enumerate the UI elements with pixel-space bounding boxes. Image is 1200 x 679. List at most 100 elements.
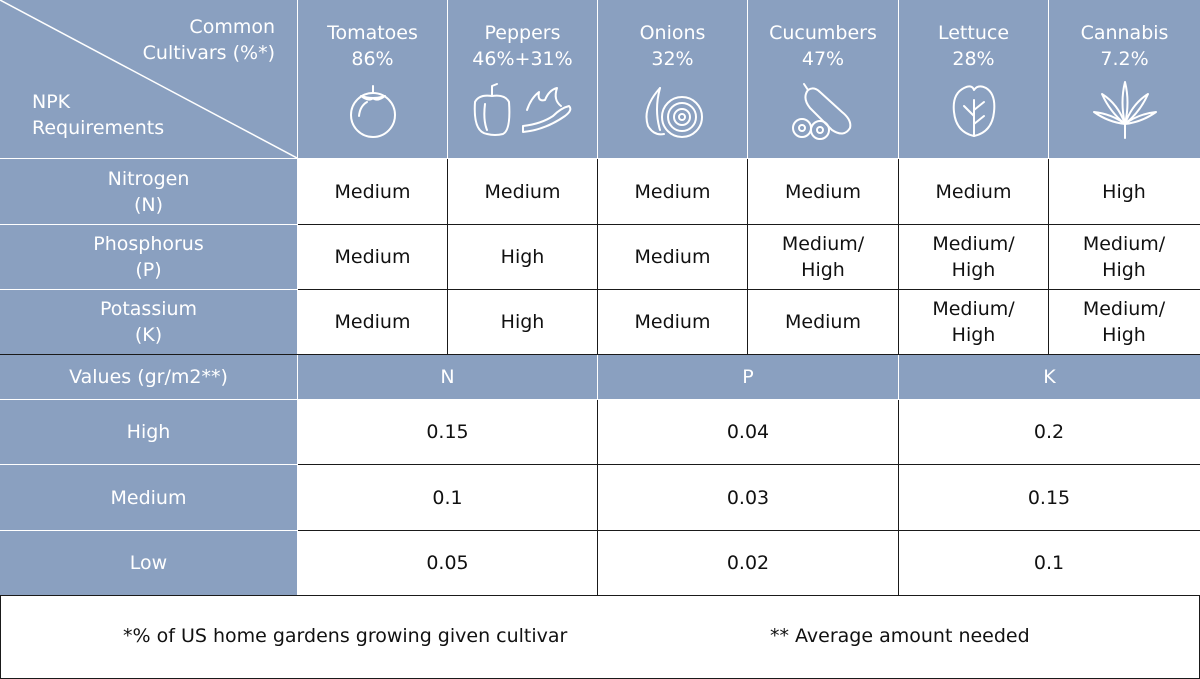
value-number: 0.15	[426, 421, 469, 443]
value-cell: 0.04	[598, 400, 898, 464]
value-cell: 0.05	[298, 531, 597, 595]
value-cell: 0.02	[598, 531, 898, 595]
level-label: High	[126, 421, 171, 443]
values-unit-label: Values (gr/m2**)	[69, 366, 228, 388]
requirement-level: Medium/	[1082, 298, 1166, 320]
values-header-n: N	[298, 355, 597, 399]
requirement-cell: Medium	[298, 290, 447, 354]
footnote-survey-text: *% of US home gardens growing given cult…	[123, 625, 568, 647]
value-cell: 0.2	[899, 400, 1199, 464]
row-label-nitrogen: Nitrogen (N)	[0, 159, 297, 224]
requirement-level: Medium	[484, 180, 561, 203]
value-cell: 0.15	[899, 465, 1199, 530]
corner-diagonal	[0, 0, 297, 158]
crop-percent: 46%+31%	[472, 48, 573, 70]
values-col-k: K	[1043, 366, 1056, 388]
requirement-cell: Medium	[899, 159, 1048, 224]
value-cell: 0.15	[298, 400, 597, 464]
crop-percent: 7.2%	[1100, 48, 1149, 70]
footnote-average-text: ** Average amount needed	[770, 625, 1030, 647]
values-row-label-medium: Medium	[0, 465, 297, 530]
value-number: 0.1	[432, 486, 463, 509]
grid-line-horizontal	[298, 464, 1200, 465]
value-cell: 0.03	[598, 465, 898, 530]
crop-header-lettuce: Lettuce 28%	[899, 0, 1048, 158]
values-row-label-high: High	[0, 400, 297, 464]
lettuce-icon	[944, 80, 1004, 147]
grid-line-horizontal	[0, 595, 1200, 596]
crop-header-peppers: Peppers 46%+31%	[448, 0, 597, 158]
value-number: 0.02	[726, 552, 770, 574]
requirement-cell: High	[1049, 159, 1199, 224]
requirement-cell: Medium	[598, 159, 747, 224]
nutrient-symbol: (K)	[134, 324, 163, 346]
requirement-level: Medium/	[1082, 233, 1166, 255]
grid-line-vertical	[597, 159, 598, 355]
requirement-cell: High	[448, 225, 597, 289]
crop-header-onions: Onions 32%	[598, 0, 747, 158]
grid-line-vertical	[898, 400, 899, 596]
requirement-cell: Medium	[598, 225, 747, 289]
requirement-level: Medium	[334, 246, 411, 268]
value-number: 0.1	[1033, 552, 1065, 574]
footnote-average: ** Average amount needed	[770, 625, 1030, 647]
crop-percent: 86%	[351, 48, 394, 70]
value-number: 0.04	[726, 421, 770, 443]
value-number: 0.15	[1027, 486, 1071, 509]
requirement-cell: Medium	[298, 225, 447, 289]
level-label: Low	[129, 552, 168, 574]
values-header-p: P	[598, 355, 898, 399]
nutrient-name: Potassium	[99, 298, 198, 320]
level-label: Medium	[110, 486, 187, 509]
requirement-cell: Medium/High	[899, 290, 1048, 354]
crop-header-cucumbers: Cucumbers 47%	[748, 0, 898, 158]
requirement-level: Medium/	[932, 233, 1015, 255]
values-header-label: Values (gr/m2**)	[0, 355, 297, 399]
requirement-level: High	[500, 311, 545, 333]
values-header-k: K	[899, 355, 1200, 399]
requirement-cell: Medium	[598, 290, 747, 354]
value-number: 0.05	[426, 552, 469, 574]
crop-name: Tomatoes	[327, 22, 418, 44]
crop-name: Peppers	[484, 22, 561, 44]
value-number: 0.2	[1033, 421, 1065, 443]
requirement-level: High	[801, 259, 845, 281]
crop-header-tomatoes: Tomatoes 86%	[298, 0, 447, 158]
crop-name: Onions	[639, 22, 706, 44]
corner-header: Common Cultivars (%*) NPK Requirements	[0, 0, 297, 158]
value-cell: 0.1	[899, 531, 1199, 595]
nutrient-symbol: (P)	[135, 259, 162, 281]
grid-line-vertical	[1048, 159, 1049, 355]
peppers-icon	[465, 80, 581, 147]
requirement-level: Medium	[334, 311, 411, 333]
crop-percent: 32%	[651, 48, 694, 70]
value-number: 0.03	[726, 486, 770, 509]
grid-line-horizontal	[0, 354, 1200, 355]
crop-percent: 47%	[801, 48, 845, 70]
requirement-level: High	[500, 246, 545, 268]
requirement-level: Medium	[634, 311, 711, 333]
corner-top-line2: Cultivars (%*)	[142, 42, 275, 64]
requirement-cell: Medium	[448, 159, 597, 224]
cannabis-leaf-icon	[1090, 80, 1160, 147]
requirement-level: High	[1102, 324, 1146, 346]
corner-bottom-label: NPK Requirements	[32, 89, 164, 141]
values-col-p: P	[742, 366, 754, 388]
requirement-level: Medium/	[781, 233, 865, 255]
requirement-cell: Medium	[298, 159, 447, 224]
grid-line-horizontal	[298, 289, 1200, 290]
row-label-potassium: Potassium (K)	[0, 290, 297, 354]
footnote-survey: *% of US home gardens growing given cult…	[123, 625, 567, 647]
nutrient-name: Nitrogen	[107, 167, 190, 190]
requirement-level: Medium	[785, 311, 861, 333]
requirement-level: Medium	[634, 246, 711, 268]
requirement-cell: Medium	[748, 159, 898, 224]
requirement-cell: Medium	[748, 290, 898, 354]
crop-name: Cannabis	[1080, 22, 1169, 44]
crop-header-cannabis: Cannabis 7.2%	[1049, 0, 1200, 158]
requirement-level: High	[951, 324, 996, 346]
requirement-level: High	[951, 259, 996, 281]
crop-percent: 28%	[952, 48, 995, 70]
requirement-level: High	[1102, 259, 1146, 281]
grid-line-vertical	[747, 159, 748, 355]
